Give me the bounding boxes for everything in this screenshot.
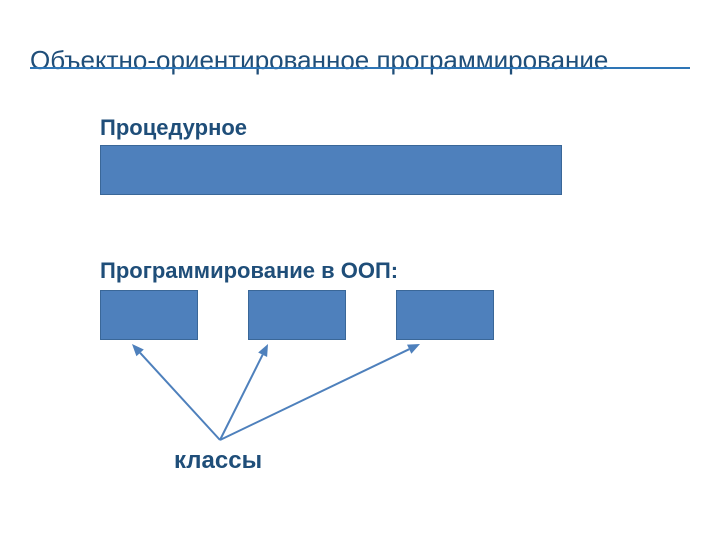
heading-oop: Программирование в ООП: (100, 258, 420, 284)
slide-title: Объектно-ориентированное программировани… (30, 46, 630, 76)
slide: { "title": { "text": "Объектно-ориентиро… (0, 0, 720, 540)
oop-block (100, 290, 198, 340)
title-rule (30, 67, 690, 69)
oop-block (396, 290, 494, 340)
procedural-block (100, 145, 562, 195)
classes-label: классы (174, 449, 264, 473)
oop-block (248, 290, 346, 340)
